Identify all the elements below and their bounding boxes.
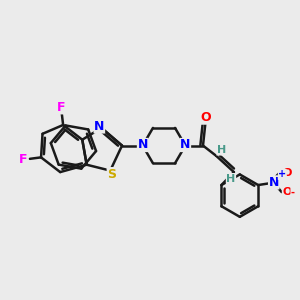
- Text: N: N: [180, 139, 190, 152]
- Text: O: O: [201, 111, 211, 124]
- Text: H: H: [217, 145, 226, 155]
- Text: N: N: [94, 120, 104, 133]
- Text: N: N: [268, 176, 279, 189]
- Text: F: F: [57, 101, 65, 114]
- Text: H: H: [226, 174, 236, 184]
- Text: S: S: [107, 168, 116, 181]
- Text: N: N: [137, 139, 148, 152]
- Text: O: O: [282, 168, 292, 178]
- Text: O: O: [282, 188, 292, 197]
- Text: +: +: [278, 169, 286, 179]
- Text: -: -: [291, 188, 295, 198]
- Text: F: F: [19, 153, 28, 166]
